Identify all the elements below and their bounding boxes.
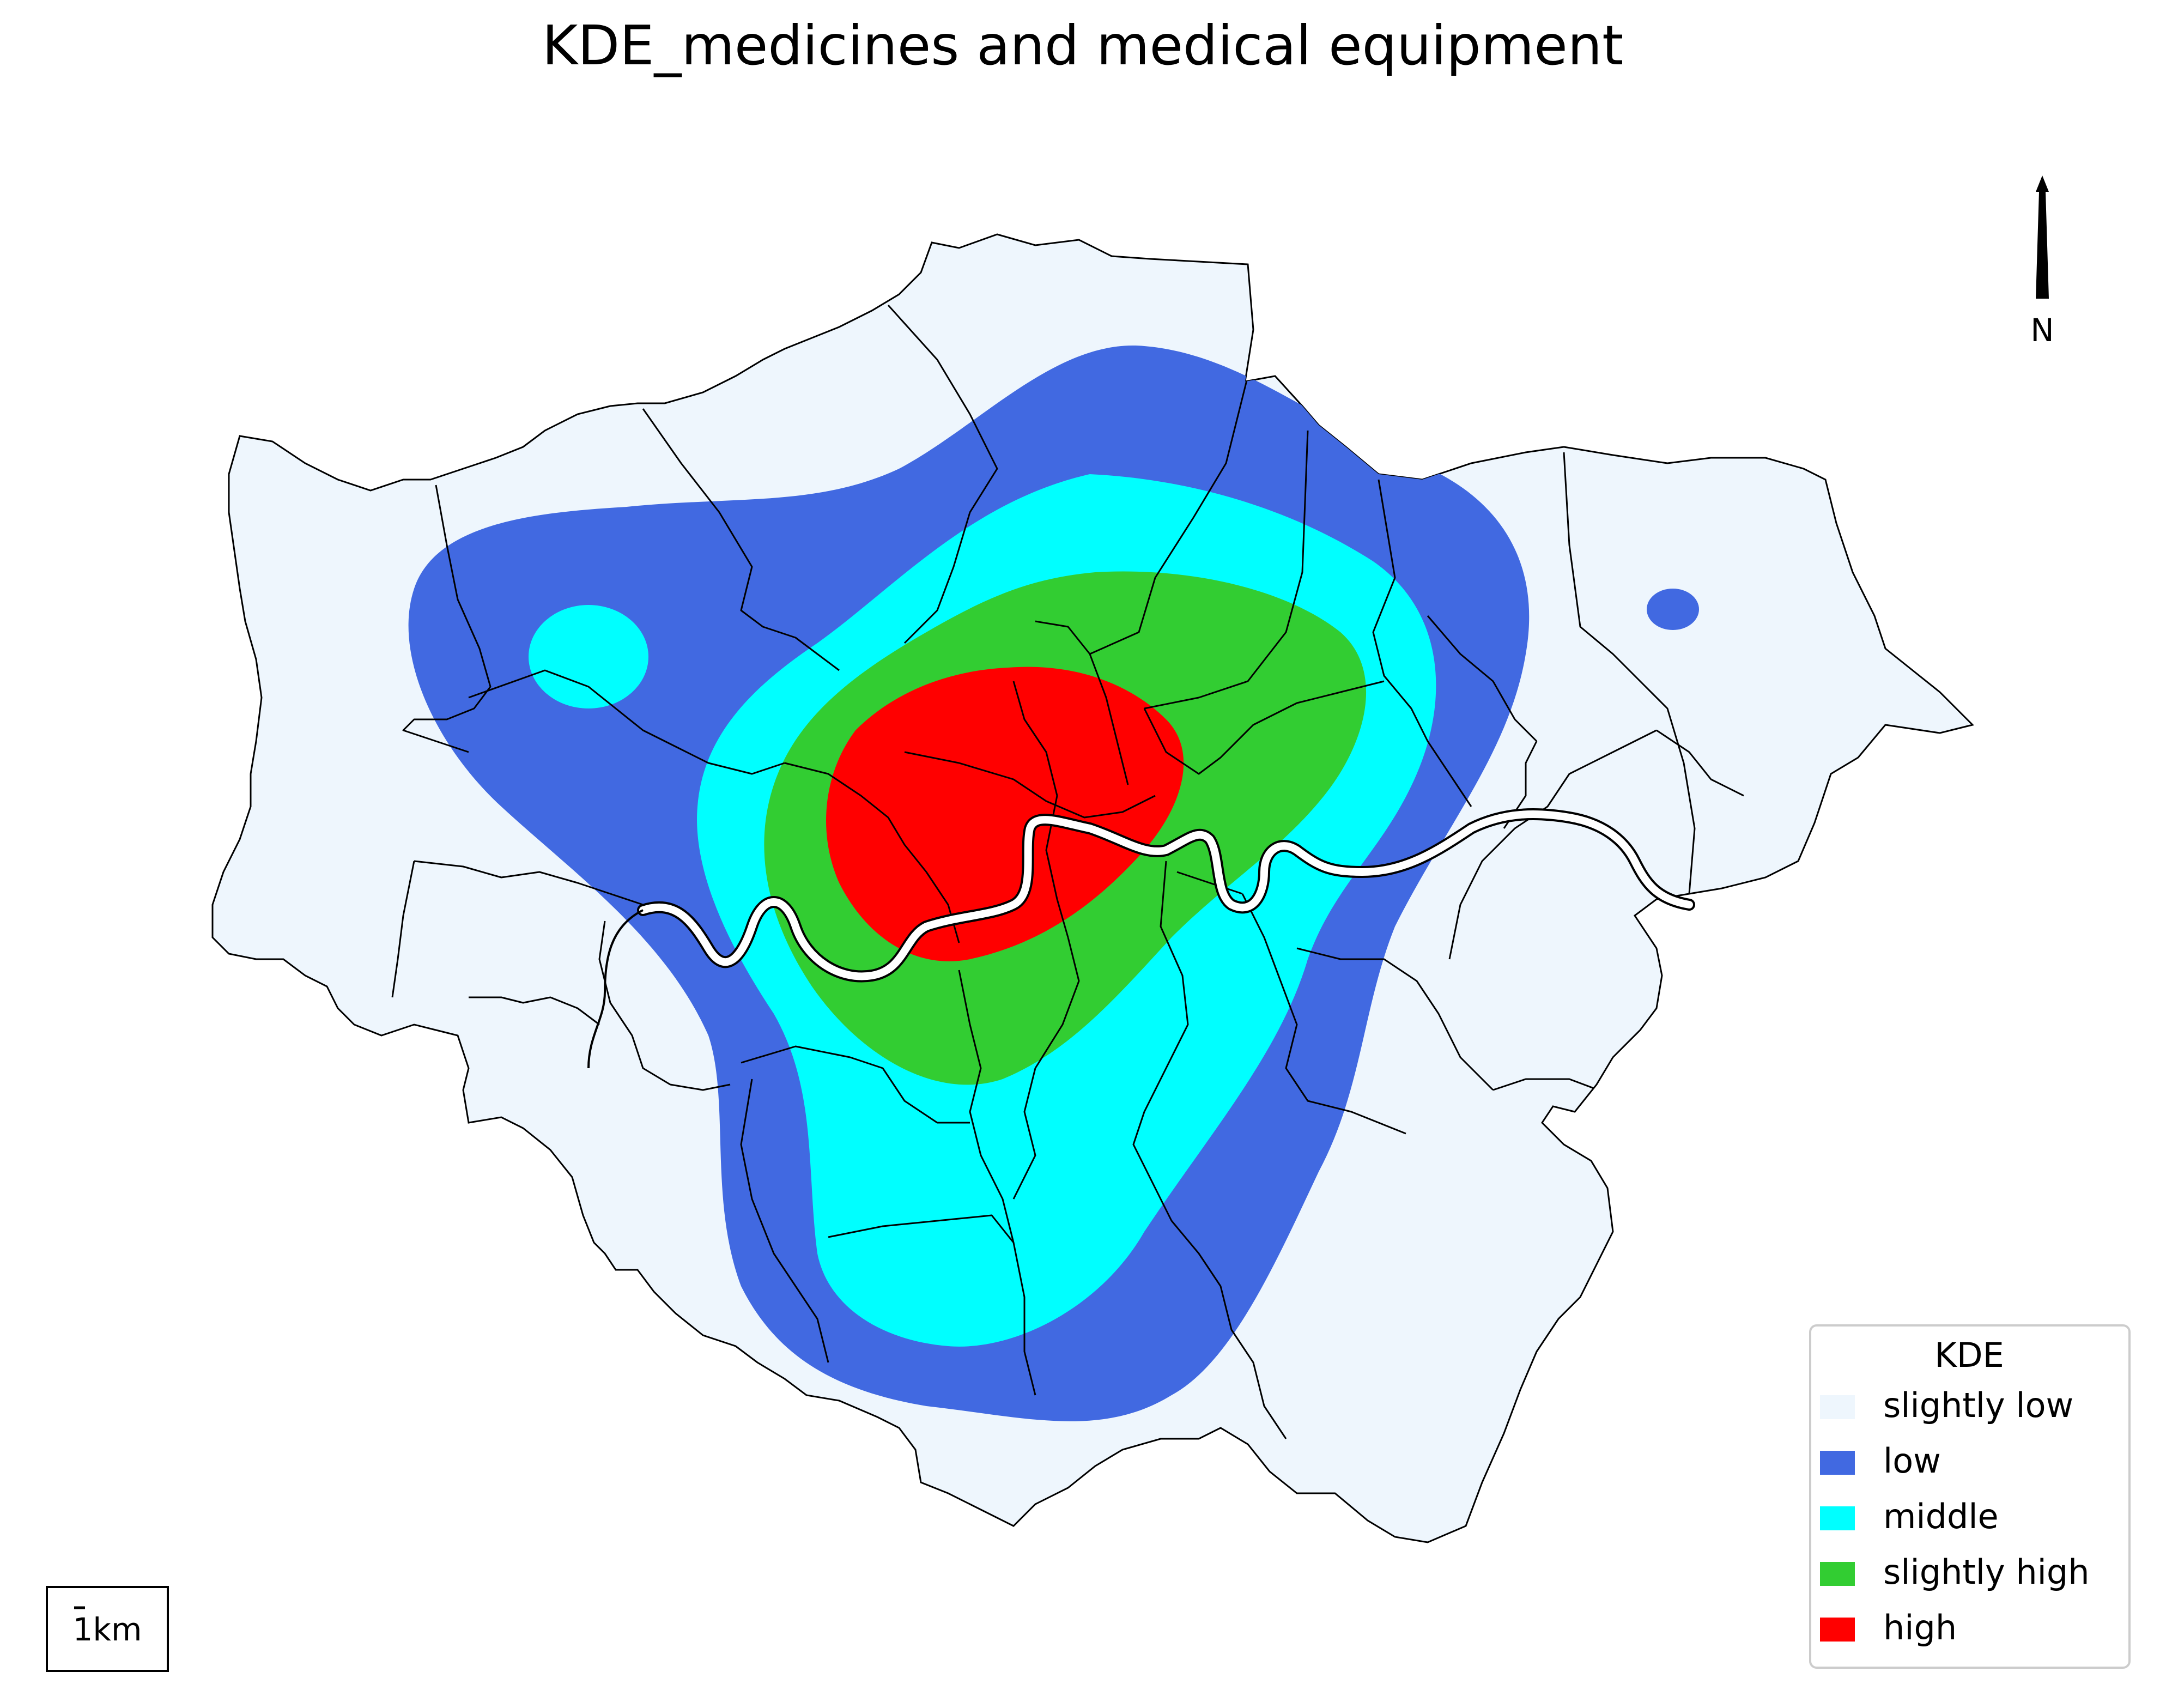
kde-zone-low-east xyxy=(1647,589,1699,630)
borough-boundary xyxy=(887,304,998,644)
kde-surface xyxy=(408,346,1699,1421)
borough-boundary xyxy=(1427,615,1538,742)
legend-swatch-slightly-high xyxy=(1820,1562,1855,1586)
borough-boundary xyxy=(1563,452,1696,894)
borough-boundary xyxy=(468,669,785,775)
borough-boundary xyxy=(1035,375,1249,655)
borough-boundary xyxy=(402,484,492,753)
legend-label-slightly-high: slightly high xyxy=(1883,1552,2090,1592)
borough-boundary xyxy=(1372,479,1472,807)
legend-swatch-middle xyxy=(1820,1506,1855,1530)
legend-title: KDE xyxy=(1934,1335,2004,1375)
map-title: KDE_medicines and medical equipment xyxy=(542,14,1624,77)
borough-boundary xyxy=(1012,681,1069,938)
borough-boundary xyxy=(1170,1220,1287,1439)
borough-boundary xyxy=(598,920,731,1091)
borough-boundary xyxy=(904,751,1156,819)
scale-bar-label: 1km xyxy=(73,1611,142,1648)
legend-label-low: low xyxy=(1883,1441,1941,1481)
north-arrow-label: N xyxy=(2030,312,2054,349)
borough-boundary xyxy=(642,408,840,671)
legend-swatch-slightly-low xyxy=(1820,1395,1855,1419)
borough-boundary xyxy=(414,860,644,906)
borough-boundary xyxy=(1144,430,1309,710)
borough-boundary xyxy=(740,1079,829,1363)
legend-swatch-high xyxy=(1820,1618,1855,1642)
borough-boundary xyxy=(1143,680,1385,775)
legend-label-high: high xyxy=(1883,1608,1957,1648)
legend-label-middle: middle xyxy=(1883,1497,1999,1536)
scale-bar: 1km xyxy=(46,1586,169,1672)
legend: KDE slightly low low middle slightly hig… xyxy=(1809,1324,2131,1669)
legend-swatch-low xyxy=(1820,1451,1855,1475)
borough-boundary xyxy=(1089,653,1129,785)
north-arrow: N xyxy=(2030,175,2054,349)
borough-boundaries xyxy=(391,304,1744,1439)
river-thames xyxy=(587,808,1695,1069)
borough-boundary xyxy=(1132,861,1189,1221)
borough-boundary xyxy=(1012,937,1080,1200)
kde-zone-middle-west xyxy=(529,605,648,708)
river-thames-west-tail xyxy=(587,909,644,1069)
scale-bar-frame xyxy=(46,1586,169,1672)
borough-boundary xyxy=(741,1045,970,1124)
legend-frame xyxy=(1809,1324,2131,1669)
borough-boundary xyxy=(469,996,600,1026)
river-thames-water xyxy=(639,810,1693,980)
kde-zone-high xyxy=(826,667,1184,961)
borough-boundary xyxy=(958,970,1015,1243)
borough-boundary xyxy=(784,762,960,943)
borough-boundary xyxy=(1296,947,1494,1091)
borough-boundary xyxy=(1241,893,1406,1135)
borough-boundary xyxy=(1656,729,1744,797)
borough-boundary xyxy=(1176,871,1243,895)
borough-boundary xyxy=(391,861,415,998)
legend-label-slightly-low: slightly low xyxy=(1883,1385,2073,1425)
north-arrow-icon xyxy=(2036,175,2049,299)
borough-boundary xyxy=(828,1214,1036,1396)
